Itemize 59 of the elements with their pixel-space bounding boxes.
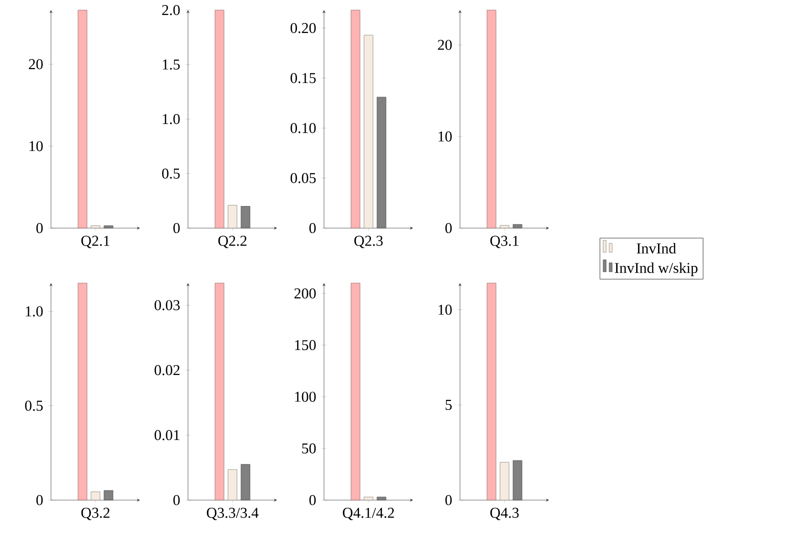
bar [512, 224, 522, 228]
y-tick-label: 10 [438, 304, 452, 315]
bar [500, 462, 510, 500]
y-tick-label: 0.5 [162, 168, 180, 179]
bar [90, 492, 100, 500]
bar [78, 282, 88, 500]
bar [214, 10, 224, 228]
legend-label: InvInd [636, 242, 676, 254]
y-tick-label: 0.20 [290, 22, 316, 34]
y-tick-label: 0 [173, 494, 180, 506]
x-tick-label: Q3.2 [81, 508, 110, 520]
y-tick-label: 0.01 [154, 430, 180, 440]
y-tick-label: 0 [36, 494, 43, 506]
y-tick-label: 1.5 [162, 59, 180, 70]
bar [376, 96, 386, 228]
y-tick-label: 10 [30, 141, 43, 152]
y-tick-label: 0.03 [154, 300, 180, 310]
y-tick-label: 200 [294, 288, 316, 298]
y-tick-label: 1.0 [162, 114, 180, 124]
x-tick-label: Q2.3 [354, 236, 383, 248]
bar [512, 460, 522, 500]
x-tick-label: Q4.1/4.2 [342, 508, 394, 520]
bar [240, 464, 250, 500]
bar [486, 282, 496, 500]
y-tick-label: 100 [295, 392, 316, 402]
y-tick-label: 20 [438, 40, 452, 50]
y-tick-label: 150 [295, 340, 316, 350]
x-tick-label: Q4.3 [490, 508, 519, 520]
bar [350, 10, 360, 228]
y-tick-label: 0 [309, 222, 316, 234]
y-tick-label: 0.05 [290, 172, 316, 184]
legend-label: InvInd w/skip [614, 262, 698, 276]
y-tick-label: 0 [445, 222, 452, 234]
y-tick-label: 0 [445, 494, 452, 506]
y-tick-label: 0.10 [290, 122, 316, 134]
x-tick-label: Q3.3/3.4 [206, 508, 259, 520]
bar [240, 206, 250, 228]
x-tick-label: Q2.1 [81, 236, 110, 248]
y-tick-label: 20 [28, 59, 43, 70]
y-tick-label: 0 [309, 494, 316, 506]
y-tick-label: 50 [302, 443, 316, 454]
y-tick-label: 2.0 [162, 4, 180, 16]
bar [214, 282, 224, 500]
bar [486, 10, 496, 228]
y-tick-label: 10 [438, 131, 452, 142]
bar [104, 490, 114, 500]
bar [228, 469, 238, 500]
y-tick-label: 5 [446, 400, 452, 410]
bar [228, 204, 238, 228]
y-tick-label: 0 [173, 222, 180, 234]
x-tick-label: Q2.2 [218, 236, 246, 248]
bar [500, 225, 510, 228]
y-tick-label: 0.02 [154, 365, 180, 376]
x-tick-label: Q3.1 [490, 236, 518, 248]
bar [364, 34, 374, 228]
y-tick-label: 0.5 [25, 400, 43, 411]
y-tick-label: 1.0 [26, 306, 43, 316]
y-tick-label: 0 [36, 222, 43, 234]
y-tick-label: 0.15 [290, 72, 316, 84]
